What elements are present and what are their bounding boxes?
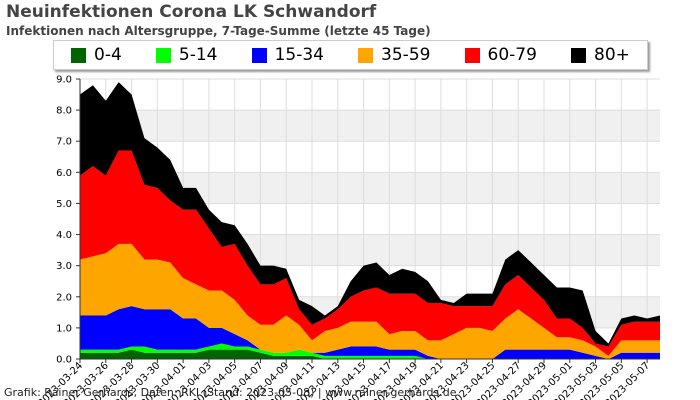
- y-tick-label: 1.0: [56, 323, 72, 334]
- legend-label: 0-4: [94, 45, 122, 65]
- credit-text: Grafik: Rainer Gerhards, Daten: RKI (Sta…: [4, 386, 457, 399]
- legend-swatch: [571, 47, 587, 63]
- y-tick-label: 0.0: [56, 355, 72, 366]
- chart-legend: 0-4 5-14 15-34 35-59 60-79 80+: [53, 40, 648, 70]
- legend-swatch: [71, 47, 87, 63]
- chart-title: Neuinfektionen Corona LK Schwandorf: [6, 2, 377, 22]
- legend-label: 80+: [594, 45, 630, 65]
- chart-subtitle: Infektionen nach Altersgruppe, 7-Tage-Su…: [6, 24, 431, 38]
- legend-label: 15-34: [274, 45, 324, 65]
- legend-label: 60-79: [487, 45, 537, 65]
- legend-label: 35-59: [381, 45, 431, 65]
- legend-item: 35-59: [358, 45, 430, 65]
- y-tick-label: 3.0: [56, 261, 72, 272]
- y-tick-label: 4.0: [56, 230, 72, 241]
- y-tick-label: 8.0: [56, 106, 72, 117]
- grid-band: [80, 110, 660, 142]
- legend-swatch: [464, 47, 480, 63]
- legend-item: 15-34: [251, 45, 324, 65]
- area-series-35-59: [80, 243, 660, 359]
- legend-swatch: [155, 47, 171, 63]
- legend-item: 60-79: [464, 45, 537, 65]
- y-tick-label: 6.0: [56, 168, 72, 179]
- y-tick-label: 7.0: [56, 137, 72, 148]
- area-series-0-4: [80, 349, 660, 359]
- area-series-5-14: [80, 343, 660, 359]
- legend-label: 5-14: [178, 45, 218, 65]
- y-tick-label: 2.0: [56, 292, 72, 303]
- legend-item: 5-14: [155, 45, 218, 65]
- y-tick-label: 9.0: [56, 75, 72, 86]
- legend-item: 80+: [571, 45, 630, 65]
- area-series-15-34: [80, 306, 660, 359]
- legend-item: 0-4: [71, 45, 122, 65]
- area-series-60-79: [80, 150, 660, 356]
- legend-swatch: [251, 47, 267, 63]
- legend-swatch: [358, 47, 374, 63]
- y-tick-label: 5.0: [56, 199, 72, 210]
